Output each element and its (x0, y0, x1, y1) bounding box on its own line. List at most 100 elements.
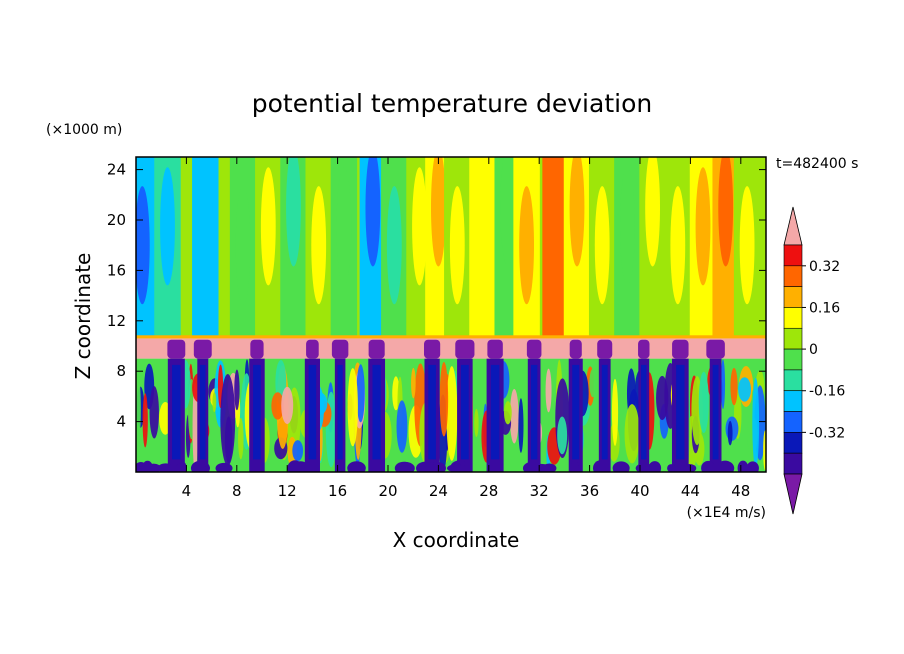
stratosphere-core (386, 186, 402, 305)
colorbar-label: 0 (809, 342, 818, 358)
x-tick-label: 20 (378, 482, 397, 500)
x-tick-label: 28 (479, 482, 498, 500)
surface-cold-pool (683, 463, 697, 472)
colorbar-box (783, 369, 803, 392)
colorbar-box (783, 244, 803, 267)
surface-cold-pool (522, 461, 541, 472)
colorbar-box (783, 432, 803, 454)
stratosphere-core (430, 157, 446, 267)
cold-plume-core (490, 364, 500, 460)
eddy (271, 392, 284, 420)
colorbar-box (783, 452, 803, 475)
cold-plume-core (172, 364, 181, 460)
cold-plume-core (460, 364, 469, 460)
y-tick-label: 12 (107, 312, 126, 330)
inversion-band-top (136, 335, 766, 339)
stratosphere-core (449, 186, 465, 305)
y-tick-label: 8 (116, 362, 126, 380)
stratosphere-core (136, 186, 150, 305)
stratosphere-core (336, 167, 352, 286)
eddy (752, 377, 760, 468)
eddy (557, 416, 568, 455)
eddy (347, 368, 358, 447)
overshooting-top (487, 339, 503, 359)
stratosphere-core (286, 157, 301, 267)
colorbar-box (783, 307, 803, 329)
eddy (281, 386, 294, 425)
eddy (518, 398, 524, 453)
colorbar-label: -0.16 (809, 384, 845, 400)
surface-cold-pool (612, 461, 630, 472)
eddy (149, 386, 159, 439)
overshooting-top (455, 339, 475, 359)
eddy (738, 377, 751, 402)
cold-plume-core (572, 364, 580, 460)
cold-plume-core (530, 364, 538, 460)
stratosphere-core (594, 186, 610, 305)
overshooting-top (569, 339, 582, 359)
cold-plume-core (200, 364, 206, 460)
stratosphere-core (695, 167, 711, 286)
x-tick-label: 48 (731, 482, 750, 500)
overshooting-top (526, 339, 542, 359)
colorbar-bottom-triangle (783, 473, 803, 515)
x-tick-label: 8 (232, 482, 242, 500)
overshooting-top (706, 339, 725, 359)
eddy (192, 382, 198, 472)
chart-title: potential temperature deviation (252, 89, 652, 118)
y-tick-label: 24 (107, 161, 126, 179)
eddy (142, 393, 148, 448)
overshooting-top (306, 339, 319, 359)
inversion-band (136, 338, 766, 359)
eddy (589, 368, 597, 398)
stratosphere-core (619, 167, 635, 286)
cold-plume-core (676, 364, 685, 460)
stratosphere-core (670, 186, 686, 305)
y-axis-label: Z coordinate (71, 253, 95, 380)
x-tick-label: 40 (630, 482, 649, 500)
colorbar-label: 0.16 (809, 300, 840, 316)
x-axis: 4 8 12 16 20 24 28 32 36 40 44 48 (182, 157, 750, 500)
surface-cold-pool (416, 461, 436, 472)
surface-cold-pool (570, 460, 579, 472)
stratosphere-core (260, 167, 276, 286)
stratosphere-core (519, 186, 535, 305)
stratosphere-core (311, 186, 327, 305)
y-tick-label: 4 (116, 413, 126, 431)
stratosphere-core (197, 157, 213, 267)
eddy (212, 392, 217, 413)
stratosphere-core (739, 186, 755, 305)
x-tick-label: 4 (182, 482, 192, 500)
eddy (220, 373, 236, 466)
colorbar-box (783, 411, 803, 433)
x-tick-label: 36 (580, 482, 599, 500)
eddy (698, 371, 709, 434)
surface-cold-pool (453, 462, 462, 472)
surface-cold-pool (705, 463, 726, 472)
x-unit-label: (×1E4 m/s) (687, 505, 766, 521)
stratosphere-core (500, 157, 516, 267)
stratosphere-core (718, 157, 734, 267)
stratosphere-core (235, 186, 251, 305)
colorbar-label: 0.32 (809, 259, 840, 275)
surface-cold-pool (215, 462, 233, 472)
eddy (504, 401, 512, 425)
y-tick-label: 20 (107, 211, 126, 229)
x-tick-label: 44 (681, 482, 700, 500)
cold-plume-core (712, 364, 719, 460)
colorbar-box (783, 348, 803, 371)
cold-plume-core (372, 364, 381, 460)
eddy (611, 378, 619, 446)
surface-cold-pool (347, 461, 366, 472)
overshooting-top (167, 339, 186, 359)
overshooting-top (331, 339, 349, 359)
colorbar-box (783, 390, 803, 412)
overshooting-top (368, 339, 385, 359)
surface-cold-pool (175, 463, 187, 472)
time-label: t=482400 s (776, 156, 858, 172)
overshooting-top (672, 339, 689, 359)
y-axis: 4 8 12 16 20 24 (107, 161, 766, 431)
x-axis-label: X coordinate (393, 528, 520, 552)
eddy (411, 367, 416, 399)
